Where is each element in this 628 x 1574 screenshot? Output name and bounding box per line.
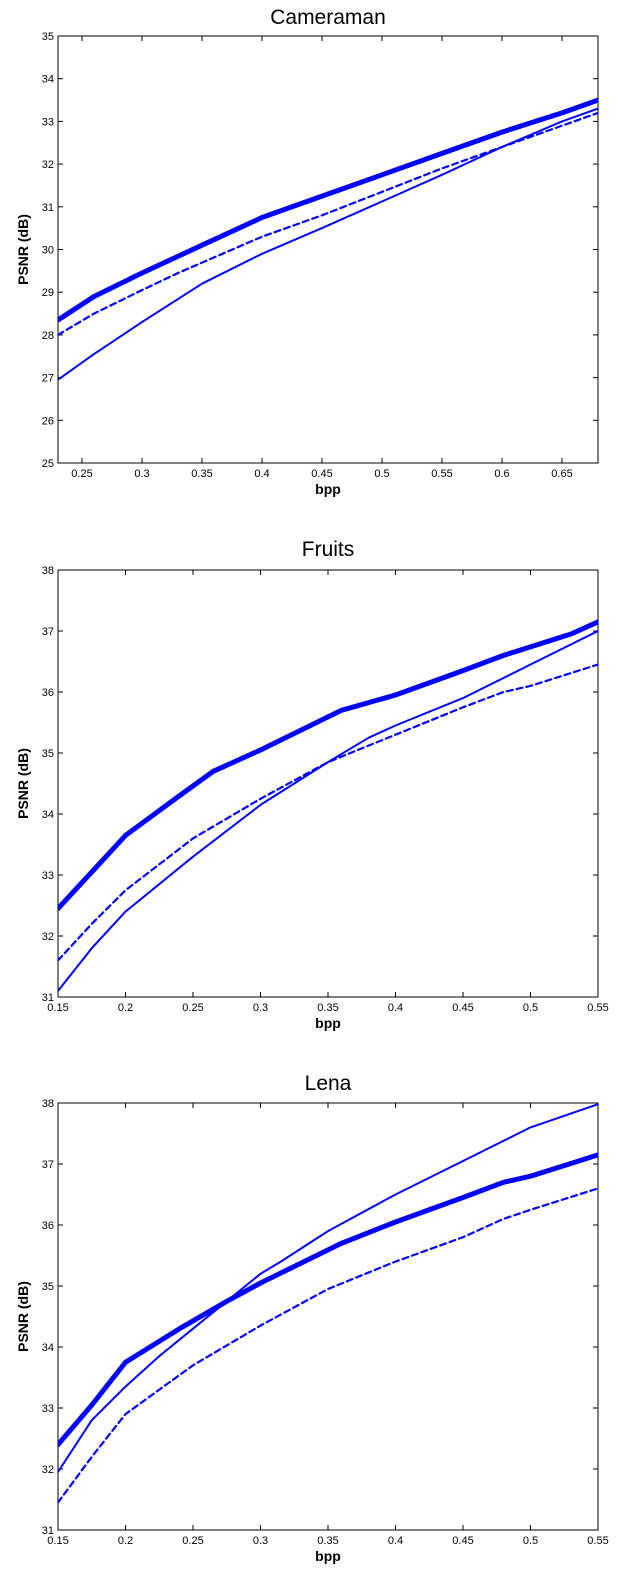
y-axis-label: PSNR (dB) bbox=[15, 748, 31, 819]
series-line-thick-solid bbox=[58, 619, 598, 911]
y-tick-label: 37 bbox=[42, 1159, 54, 1171]
chart-panel: Cameraman 0.25 0.3 0.35 0.4 0.45 0.5 0.55 0.6 0.6… bbox=[15, 6, 599, 497]
series-line-thin-solid bbox=[58, 107, 598, 381]
y-tick-label: 25 bbox=[42, 458, 54, 470]
x-axis-label: bpp bbox=[315, 1015, 341, 1031]
y-axis-label: PSNR (dB) bbox=[15, 1281, 31, 1352]
y-tick-label: 33 bbox=[42, 870, 54, 882]
y-tick-label: 32 bbox=[42, 931, 54, 943]
series-line-thin-dashed bbox=[58, 111, 598, 336]
x-tick-label: 0.55 bbox=[587, 1002, 608, 1014]
y-tick-label: 34 bbox=[42, 1342, 54, 1354]
axes-box bbox=[57, 1102, 599, 1531]
y-axis-label: PSNR (dB) bbox=[15, 214, 31, 285]
x-tick-label: 0.25 bbox=[71, 468, 92, 480]
x-tick-label: 0.55 bbox=[587, 1535, 608, 1547]
x-tick-label: 0.6 bbox=[494, 468, 509, 480]
x-tick-label: 0.25 bbox=[182, 1535, 203, 1547]
y-tick-label: 30 bbox=[42, 245, 54, 257]
axes-box bbox=[57, 569, 599, 998]
series-line-thin-solid bbox=[58, 1103, 598, 1473]
y-tick-label: 37 bbox=[42, 626, 54, 638]
axes-box bbox=[57, 35, 599, 464]
chart-title: Lena bbox=[305, 1072, 352, 1095]
y-tick-label: 36 bbox=[42, 687, 54, 699]
y-tick-label: 34 bbox=[42, 809, 54, 821]
chart-panel: Lena 0.15 0.2 0.25 0.3 0.35 0.4 0.45 0.5 0.55 31 32… bbox=[15, 1072, 609, 1564]
x-tick-label: 0.55 bbox=[431, 468, 452, 480]
series-line-thick-solid bbox=[58, 1152, 598, 1448]
x-tick-label: 0.4 bbox=[254, 468, 269, 480]
x-tick-label: 0.45 bbox=[452, 1535, 473, 1547]
chart-title: Fruits bbox=[302, 538, 355, 561]
x-tick-label: 0.3 bbox=[134, 468, 149, 480]
series-line-thick-solid bbox=[58, 97, 598, 323]
y-tick-label: 26 bbox=[42, 415, 54, 427]
x-tick-label: 0.2 bbox=[118, 1535, 133, 1547]
series-line-thin-dashed bbox=[58, 663, 598, 962]
x-tick-label: 0.3 bbox=[253, 1535, 268, 1547]
x-tick-label: 0.15 bbox=[47, 1002, 68, 1014]
y-tick-label: 32 bbox=[42, 1464, 54, 1476]
x-tick-label: 0.45 bbox=[311, 468, 332, 480]
y-tick-label: 31 bbox=[42, 992, 54, 1004]
y-tick-label: 28 bbox=[42, 330, 54, 342]
chart-panel: Fruits 0.15 0.2 0.25 0.3 0.35 0.4 0.45 0.5 0.55 31… bbox=[15, 538, 609, 1031]
x-tick-label: 0.45 bbox=[452, 1002, 473, 1014]
x-tick-label: 0.65 bbox=[551, 468, 572, 480]
y-tick-label: 29 bbox=[42, 287, 54, 299]
x-tick-label: 0.15 bbox=[47, 1535, 68, 1547]
y-tick-label: 27 bbox=[42, 373, 54, 385]
x-tick-label: 0.4 bbox=[388, 1002, 403, 1014]
x-tick-label: 0.5 bbox=[523, 1002, 538, 1014]
x-axis-label: bpp bbox=[315, 481, 341, 497]
y-tick-label: 35 bbox=[42, 31, 54, 43]
y-tick-label: 31 bbox=[42, 202, 54, 214]
x-tick-label: 0.3 bbox=[253, 1002, 268, 1014]
y-tick-label: 34 bbox=[42, 74, 54, 86]
x-tick-label: 0.4 bbox=[388, 1535, 403, 1547]
x-tick-label: 0.35 bbox=[317, 1002, 338, 1014]
y-tick-label: 31 bbox=[42, 1525, 54, 1537]
x-tick-label: 0.35 bbox=[317, 1535, 338, 1547]
x-tick-label: 0.2 bbox=[118, 1002, 133, 1014]
x-tick-label: 0.25 bbox=[182, 1002, 203, 1014]
series-line-thin-dashed bbox=[58, 1187, 598, 1504]
y-tick-label: 35 bbox=[42, 1281, 54, 1293]
x-tick-label: 0.5 bbox=[374, 468, 389, 480]
x-tick-label: 0.35 bbox=[191, 468, 212, 480]
series-line-thin-solid bbox=[58, 630, 598, 992]
chart-title: Cameraman bbox=[270, 6, 386, 29]
y-tick-label: 35 bbox=[42, 748, 54, 760]
x-axis-label: bpp bbox=[315, 1548, 341, 1564]
x-tick-label: 0.5 bbox=[523, 1535, 538, 1547]
y-tick-label: 32 bbox=[42, 159, 54, 171]
y-tick-label: 38 bbox=[42, 1098, 54, 1110]
y-tick-label: 36 bbox=[42, 1220, 54, 1232]
y-tick-label: 38 bbox=[42, 565, 54, 577]
y-tick-label: 33 bbox=[42, 116, 54, 128]
y-tick-label: 33 bbox=[42, 1403, 54, 1415]
